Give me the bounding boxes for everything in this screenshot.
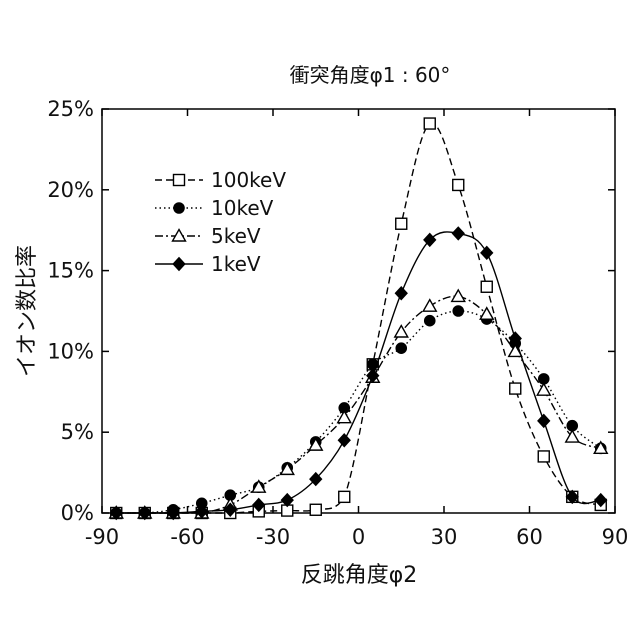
data-point (538, 451, 549, 462)
legend-marker (173, 258, 185, 271)
data-point (396, 343, 407, 354)
x-tick-label: -60 (170, 525, 204, 549)
data-point (338, 434, 350, 447)
series-line (116, 296, 601, 513)
legend-label: 100keV (211, 168, 286, 192)
y-tick-label: 10% (47, 339, 94, 363)
x-tick-label: 90 (602, 525, 629, 549)
data-point (481, 281, 492, 292)
y-tick-label: 0% (61, 501, 94, 525)
x-tick-label: -30 (256, 525, 290, 549)
data-point (453, 179, 464, 190)
y-tick-label: 20% (47, 178, 94, 202)
series-line (116, 232, 601, 513)
data-point (339, 491, 350, 502)
data-point (452, 227, 464, 240)
data-point (481, 246, 493, 259)
data-point (510, 383, 521, 394)
chart: 衝突角度φ1 : 60° -90 -60 -30 0 30 60 90 0% 5% 10% 15% 2… (0, 0, 640, 640)
x-tick-label: 60 (516, 525, 543, 549)
y-tick-label: 15% (47, 259, 94, 283)
legend-marker (174, 203, 185, 214)
series-5keV (110, 290, 608, 518)
y-axis-label: イオン数比率 (15, 245, 40, 377)
data-point (453, 306, 464, 317)
x-tick-label: -90 (85, 525, 119, 549)
x-axis-label: 反跳角度φ2 (301, 563, 418, 588)
data-point (424, 315, 435, 326)
legend-marker (174, 175, 185, 186)
y-tick-label: 25% (47, 97, 94, 121)
legend-label: 10keV (211, 196, 274, 220)
data-point (538, 414, 550, 427)
x-tick-label: 0 (352, 525, 365, 549)
data-point (424, 118, 435, 129)
data-point (396, 218, 407, 229)
series-line (116, 123, 601, 513)
chart-title: 衝突角度φ1 : 60° (290, 63, 451, 87)
legend-label: 1keV (211, 252, 261, 276)
data-point (310, 504, 321, 515)
x-tick-label: 30 (431, 525, 458, 549)
legend: 100keV 10keV 5keV 1keV (155, 168, 286, 276)
data-point (395, 287, 407, 300)
y-tick-label: 5% (61, 420, 94, 444)
axis-ticks: -90 -60 -30 0 30 60 90 0% 5% 10% 15% 20% 25% (47, 97, 628, 549)
legend-label: 5keV (211, 224, 261, 248)
data-point (537, 384, 550, 396)
legend-marker (173, 230, 186, 242)
data-point (423, 300, 436, 312)
